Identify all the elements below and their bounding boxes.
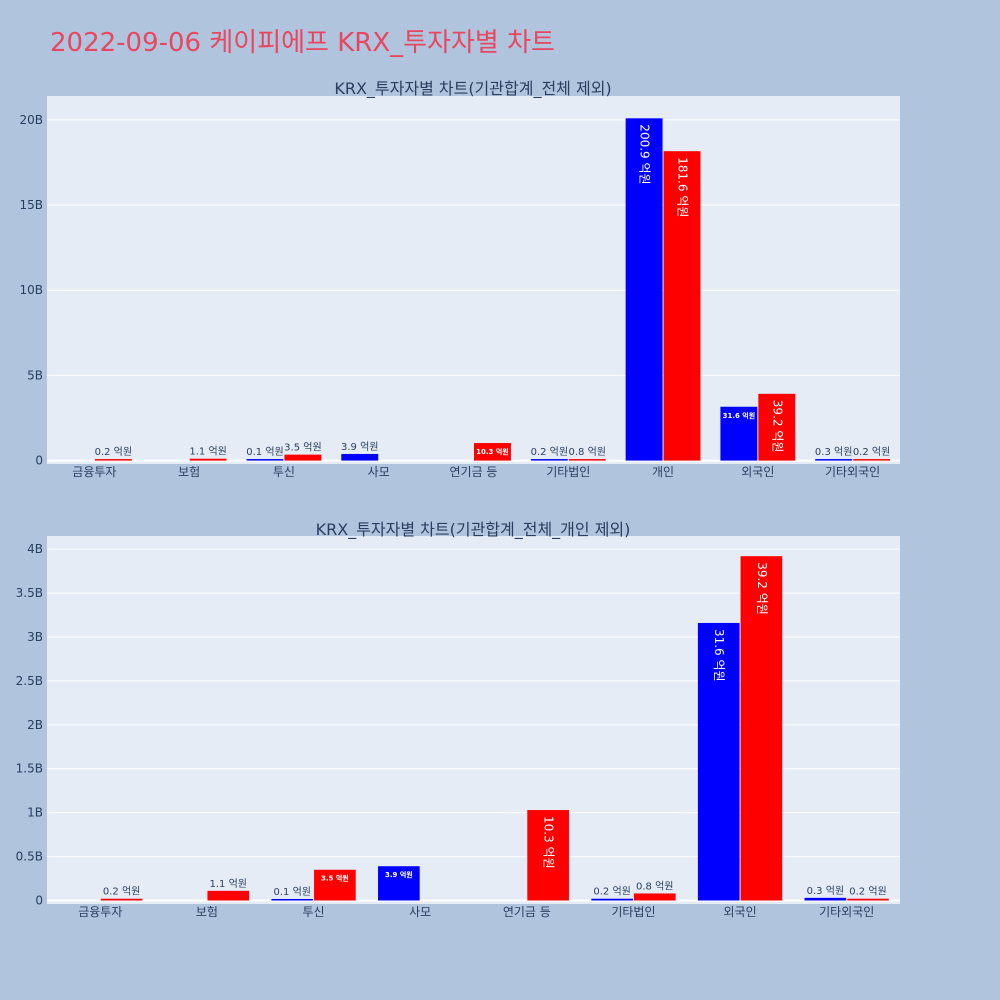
x-tick-label: 기타외국인	[825, 465, 880, 479]
data-label: 0.3 억원	[815, 446, 852, 458]
x-tick-label: 개인	[652, 465, 674, 479]
data-label: 0.2 억원	[853, 446, 890, 458]
y-tick-label: 4B	[27, 542, 43, 556]
bar	[207, 890, 250, 901]
bar	[847, 898, 889, 901]
data-label: 0.1 억원	[273, 886, 310, 898]
y-tick-label: 2B	[27, 718, 43, 732]
y-tick-label: 15B	[19, 198, 43, 212]
data-label: 200.9 억원	[638, 124, 652, 184]
bar	[633, 893, 676, 901]
x-tick-label: 금융투자	[72, 465, 116, 479]
chart-title: KRX_투자자별 차트(기관합계_전체_개인 제외)	[316, 520, 631, 540]
data-label: 1.1 억원	[210, 878, 247, 890]
x-tick-label: 투신	[273, 465, 295, 479]
data-label: 0.1 억원	[246, 446, 283, 458]
x-tick-label: 사모	[368, 465, 390, 479]
bar	[815, 459, 853, 461]
x-tick-label: 보험	[178, 465, 200, 479]
bar	[591, 898, 633, 901]
data-label: 10.3 억원	[542, 816, 556, 869]
bar	[527, 810, 569, 901]
data-label: 39.2 억원	[755, 562, 769, 615]
x-tick-label: 사모	[409, 905, 431, 919]
bar	[378, 866, 420, 901]
x-tick-label: 기타외국인	[819, 905, 874, 919]
y-tick-label: 3.5B	[16, 586, 43, 600]
bar	[189, 458, 227, 461]
x-tick-label: 외국인	[741, 465, 774, 479]
x-tick-label: 외국인	[724, 905, 757, 919]
data-label: 3.9 억원	[385, 870, 413, 879]
y-tick-label: 20B	[19, 113, 43, 127]
x-tick-label: 기타법인	[546, 465, 590, 479]
chart-top: 0 5B 10B 15B 20B KRX_투자자별 차트(기관합계_전체 제외) 금융투자 0…	[19, 79, 900, 479]
data-label: 31.6 억원	[723, 411, 756, 420]
bar	[568, 459, 606, 461]
data-label: 0.2 억원	[849, 886, 886, 898]
y-tick-label: 0	[35, 893, 43, 907]
bar	[663, 151, 701, 461]
bar	[100, 898, 143, 901]
chart-title: KRX_투자자별 차트(기관합계_전체 제외)	[334, 79, 611, 99]
data-label: 0.3 억원	[807, 885, 844, 897]
bar	[758, 393, 796, 461]
data-label: 3.9 억원	[341, 441, 378, 453]
plot-area	[47, 96, 900, 464]
bar	[530, 459, 568, 461]
x-tick-label: 보험	[196, 905, 218, 919]
y-tick-label: 3B	[27, 630, 43, 644]
data-label: 10.3 억원	[476, 447, 509, 456]
bar	[740, 556, 783, 901]
bar	[804, 897, 847, 901]
data-label: 0.2 억원	[531, 446, 568, 458]
y-tick-label: 1.5B	[16, 762, 43, 776]
x-tick-label: 기타법인	[611, 905, 655, 919]
x-tick-label: 투신	[303, 905, 325, 919]
data-label: 39.2 억원	[770, 400, 784, 453]
y-tick-label: 2.5B	[16, 674, 43, 688]
y-tick-label: 1B	[27, 806, 43, 820]
y-tick-label: 5B	[27, 368, 43, 382]
bar	[853, 459, 891, 461]
data-label: 0.2 억원	[95, 446, 132, 458]
y-tick-label: 0	[35, 454, 43, 468]
data-label: 0.2 억원	[593, 886, 630, 898]
bar	[284, 454, 322, 461]
x-tick-label: 연기금 등	[503, 905, 551, 919]
data-label: 181.6 억원	[676, 157, 690, 217]
bar	[271, 898, 314, 901]
page-title: 2022-09-06 케이피에프 KRX_투자자별 차트	[50, 28, 555, 58]
bar	[625, 118, 663, 461]
bar	[94, 459, 132, 461]
bar	[246, 459, 284, 461]
x-tick-label: 연기금 등	[450, 465, 498, 479]
data-label: 31.6 억원	[712, 629, 726, 682]
bar	[341, 453, 379, 461]
bar	[474, 443, 511, 461]
data-label: 0.2 억원	[103, 886, 140, 898]
y-tick-label: 0.5B	[16, 850, 43, 864]
bar	[314, 869, 356, 901]
data-label: 3.5 억원	[321, 874, 349, 883]
x-tick-label: 금융투자	[78, 905, 122, 919]
bar	[697, 622, 740, 901]
y-tick-label: 10B	[19, 283, 43, 297]
bar	[720, 406, 758, 461]
data-label: 0.8 억원	[568, 446, 605, 458]
data-label: 3.5 억원	[284, 442, 321, 454]
data-label: 0.8 억원	[636, 880, 673, 892]
data-label: 1.1 억원	[189, 446, 226, 458]
